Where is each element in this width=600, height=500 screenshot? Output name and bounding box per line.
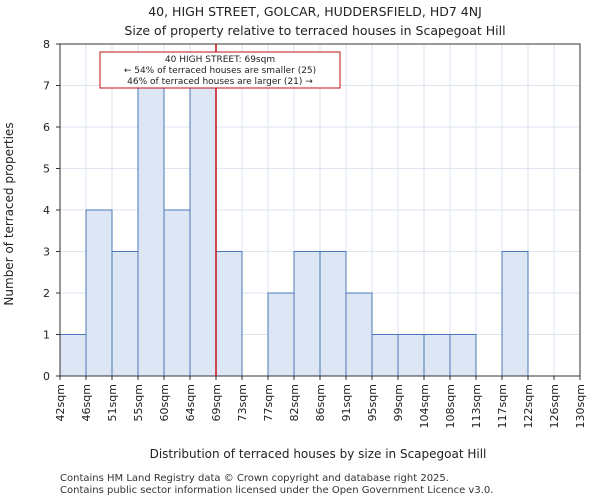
bar-42sqm bbox=[59, 334, 87, 377]
chart-title: 40, HIGH STREET, GOLCAR, HUDDERSFIELD, H… bbox=[148, 4, 482, 19]
bar-60sqm bbox=[163, 209, 191, 377]
footer-line-2: Contains public sector information licen… bbox=[60, 485, 494, 496]
footer-line-1: Contains HM Land Registry data © Crown c… bbox=[60, 473, 449, 484]
x-axis-ticks: 42sqm 46sqm 51sqm 55sqm 60sqm 64sqm 69sqm 73sqm… bbox=[54, 376, 587, 428]
bar-64sqm bbox=[189, 85, 217, 377]
x-tick-label: 69sqm bbox=[210, 384, 223, 421]
x-tick-label: 55sqm bbox=[132, 384, 145, 421]
chart-subtitle: Size of property relative to terraced ho… bbox=[124, 23, 505, 38]
annotation-line-1: 40 HIGH STREET: 69sqm bbox=[165, 55, 275, 65]
x-tick-label: 60sqm bbox=[158, 384, 171, 421]
bar-46sqm bbox=[85, 209, 113, 377]
bar-95sqm bbox=[371, 334, 399, 377]
y-tick-label: 7 bbox=[43, 80, 50, 93]
x-tick-label: 108sqm bbox=[444, 384, 457, 428]
x-tick-label: 51sqm bbox=[106, 384, 119, 421]
y-tick-label: 0 bbox=[43, 370, 50, 383]
x-tick-label: 126sqm bbox=[548, 384, 561, 428]
bar-69sqm bbox=[215, 251, 243, 377]
x-axis-label: Distribution of terraced houses by size … bbox=[150, 447, 487, 461]
x-tick-label: 117sqm bbox=[496, 384, 509, 428]
x-tick-label: 99sqm bbox=[392, 384, 405, 421]
bar-108sqm bbox=[449, 334, 477, 377]
y-tick-label: 3 bbox=[43, 246, 50, 259]
annotation-frame bbox=[99, 51, 341, 89]
annotation-line-3: 46% of terraced houses are larger (21) → bbox=[127, 77, 313, 87]
bar-51sqm bbox=[111, 251, 139, 377]
x-tick-label: 113sqm bbox=[470, 384, 483, 428]
y-tick-label: 4 bbox=[43, 204, 50, 217]
y-axis-label: Number of terraced properties bbox=[2, 122, 16, 305]
y-tick-label: 5 bbox=[43, 163, 50, 176]
x-tick-label: 82sqm bbox=[288, 384, 301, 421]
bar-117sqm bbox=[501, 251, 529, 377]
bar-82sqm bbox=[293, 251, 321, 377]
x-tick-label: 91sqm bbox=[340, 384, 353, 421]
x-tick-label: 86sqm bbox=[314, 384, 327, 421]
x-tick-label: 122sqm bbox=[522, 384, 535, 428]
x-tick-label: 77sqm bbox=[262, 384, 275, 421]
x-tick-label: 104sqm bbox=[418, 384, 431, 428]
y-axis-ticks: 0 1 2 3 4 5 6 7 8 bbox=[43, 38, 60, 383]
bar-86sqm bbox=[319, 251, 347, 377]
y-tick-label: 6 bbox=[43, 121, 50, 134]
bar-55sqm bbox=[137, 85, 165, 377]
y-tick-label: 8 bbox=[43, 38, 50, 51]
bar-77sqm bbox=[267, 292, 295, 377]
x-tick-label: 130sqm bbox=[574, 384, 587, 428]
x-tick-label: 42sqm bbox=[54, 384, 67, 421]
y-tick-label: 2 bbox=[43, 287, 50, 300]
y-tick-label: 1 bbox=[43, 329, 50, 342]
annotation-line-2: ← 54% of terraced houses are smaller (25… bbox=[124, 66, 316, 76]
bars-group bbox=[59, 85, 529, 377]
annotation-box: 40 HIGH STREET: 69sqm ← 54% of terraced … bbox=[99, 51, 341, 89]
x-tick-label: 46sqm bbox=[80, 384, 93, 421]
x-tick-label: 95sqm bbox=[366, 384, 379, 421]
bar-104sqm bbox=[423, 334, 451, 377]
x-tick-label: 64sqm bbox=[184, 384, 197, 421]
bar-99sqm bbox=[397, 334, 425, 377]
bar-91sqm bbox=[345, 292, 373, 377]
x-tick-label: 73sqm bbox=[236, 384, 249, 421]
